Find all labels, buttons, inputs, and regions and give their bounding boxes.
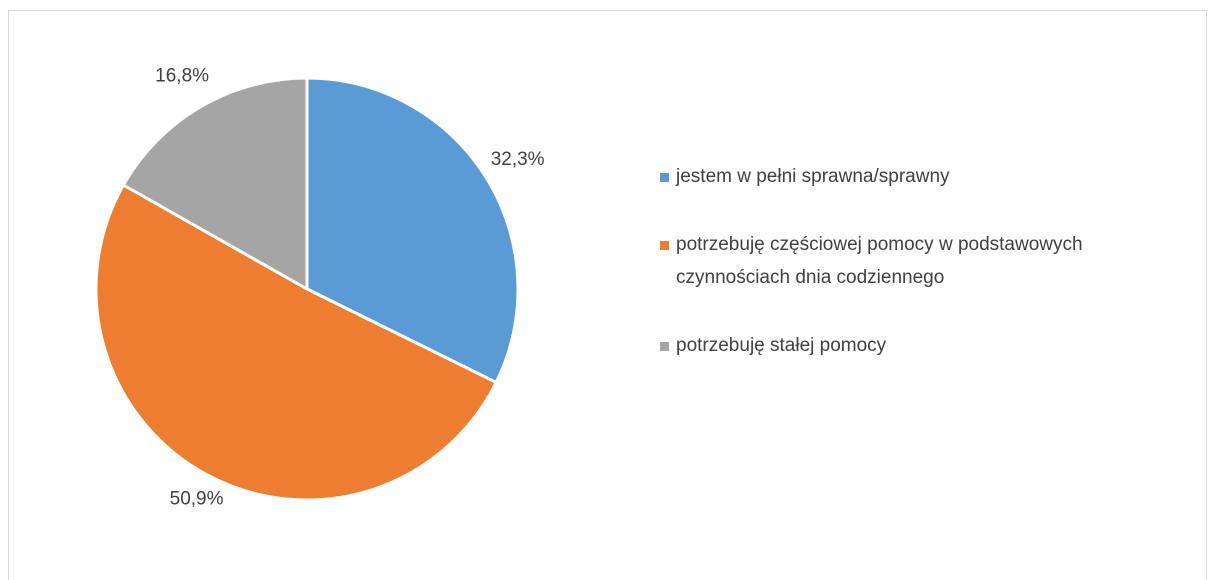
legend-item-czesciowa-pomoc: potrzebuję częściowej pomocy w podstawow… bbox=[660, 228, 1180, 294]
data-label-sprawny: 32,3% bbox=[491, 149, 545, 170]
legend-swatch bbox=[660, 241, 669, 250]
legend-label: potrzebuję stałej pomocy bbox=[676, 335, 887, 356]
slice-stala-pomoc bbox=[121, 76, 309, 291]
slice-sprawny bbox=[305, 76, 520, 384]
slice-czesciowa-pomoc bbox=[94, 183, 498, 502]
legend-swatch bbox=[660, 342, 669, 351]
legend-label: jestem w pełni sprawna/sprawny bbox=[676, 166, 950, 187]
pie-chart: 32,3% 50,9% 16,8% bbox=[94, 66, 545, 510]
data-label-czesciowa-pomoc: 50,9% bbox=[170, 489, 224, 510]
legend-label: potrzebuję częściowej pomocy w podstawow… bbox=[676, 234, 1083, 288]
data-label-stala-pomoc: 16,8% bbox=[155, 66, 209, 87]
chart-frame bbox=[8, 10, 1207, 580]
legend-item-sprawny: jestem w pełni sprawna/sprawny bbox=[660, 160, 1180, 193]
legend-swatch bbox=[660, 173, 669, 182]
legend: jestem w pełni sprawna/sprawny potrzebuj… bbox=[660, 160, 1180, 397]
legend-item-stala-pomoc: potrzebuję stałej pomocy bbox=[660, 329, 1180, 362]
